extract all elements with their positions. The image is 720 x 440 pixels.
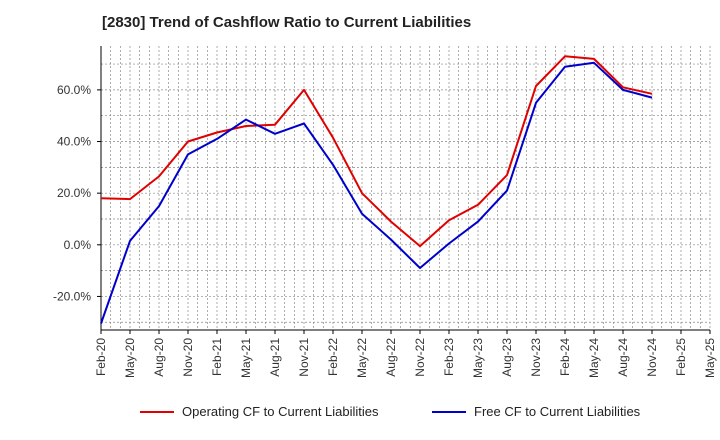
y-tick-label: 60.0%	[57, 83, 91, 97]
x-tick-label: Feb-21	[210, 338, 224, 376]
x-tick-label: Nov-21	[297, 338, 311, 377]
legend-label-operating: Operating CF to Current Liabilities	[182, 404, 379, 419]
x-tick-label: Aug-24	[616, 338, 630, 377]
y-tick-label: 40.0%	[57, 135, 91, 149]
legend-swatch-operating	[140, 410, 174, 413]
x-tick-label: May-22	[355, 338, 369, 378]
y-tick-label: -20.0%	[53, 289, 91, 303]
x-tick-label: Aug-23	[500, 338, 514, 377]
x-tick-label: Nov-20	[181, 338, 195, 377]
legend-label-free: Free CF to Current Liabilities	[474, 404, 641, 419]
axes	[97, 46, 711, 334]
y-tick-label: 0.0%	[64, 238, 92, 252]
x-tick-label: Nov-24	[645, 338, 659, 377]
series-line-operating-cf	[100, 55, 653, 248]
y-tick-label: 20.0%	[57, 186, 91, 200]
x-tick-label: Feb-20	[94, 338, 108, 376]
legend-item-operating: Operating CF to Current Liabilities	[140, 404, 379, 419]
chart-title: [2830] Trend of Cashflow Ratio to Curren…	[102, 14, 472, 31]
x-tick-label: May-25	[703, 338, 717, 378]
x-tick-label: Nov-23	[529, 338, 543, 377]
x-tick-label: May-23	[471, 338, 485, 378]
series-lines	[100, 55, 653, 324]
x-tick-label: Feb-22	[326, 338, 340, 376]
x-tick-label: May-21	[239, 338, 253, 378]
x-tick-label: May-20	[123, 338, 137, 378]
grid-lines	[100, 46, 711, 330]
legend: Operating CF to Current Liabilities Free…	[0, 404, 720, 426]
y-axis-tick-labels: -20.0% 0.0% 20.0% 40.0% 60.0%	[53, 83, 91, 304]
x-tick-label: Nov-22	[413, 338, 427, 377]
legend-swatch-free	[432, 410, 466, 413]
x-tick-label: Aug-21	[268, 338, 282, 377]
x-axis-tick-labels: Feb-20 May-20 Aug-20 Nov-20 Feb-21 May-21 Aug-…	[94, 338, 717, 378]
x-tick-label: May-24	[587, 338, 601, 378]
legend-item-free: Free CF to Current Liabilities	[432, 404, 640, 419]
series-line-free-cf	[100, 61, 653, 324]
x-tick-label: Feb-24	[558, 338, 572, 376]
x-tick-label: Aug-22	[384, 338, 398, 377]
x-tick-label: Feb-23	[442, 338, 456, 376]
x-tick-label: Feb-25	[674, 338, 688, 376]
x-tick-label: Aug-20	[152, 338, 166, 377]
